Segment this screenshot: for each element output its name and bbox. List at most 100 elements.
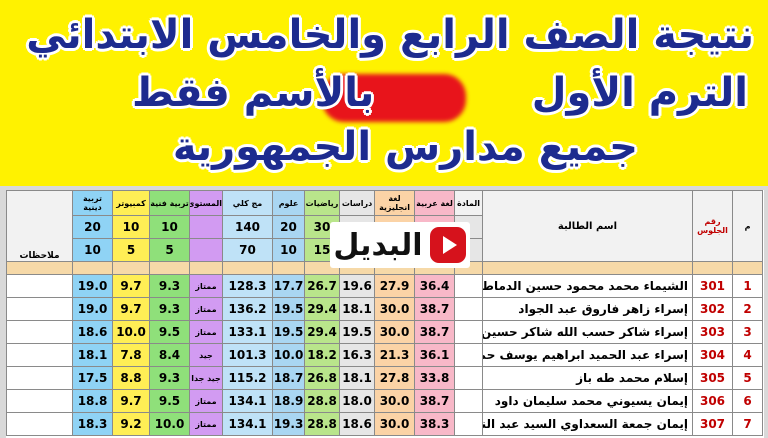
row-index: 4 xyxy=(732,343,763,367)
score-cell: 19.0 xyxy=(72,274,113,298)
banner: نتيجة الصف الرابع والخامس الابتدائي التر… xyxy=(0,0,768,186)
score-cell: 10.0 xyxy=(112,320,150,344)
score-cell: 9.5 xyxy=(149,320,190,344)
score-cell: 18.2 xyxy=(304,343,340,367)
score-cell: 19.5 xyxy=(272,320,305,344)
blank-cell xyxy=(189,261,223,275)
limit-cell: 70 xyxy=(222,238,273,262)
score-cell: 17.5 xyxy=(72,366,113,390)
score-cell: 19.6 xyxy=(339,274,375,298)
score-cell: 38.7 xyxy=(414,297,455,321)
score-cell: 38.7 xyxy=(414,389,455,413)
score-cell: 9.5 xyxy=(149,389,190,413)
score-cell: 133.1 xyxy=(222,320,273,344)
header-row: م رقم الجلوس اسم الطالبة المادة لغة عربية لغة… xyxy=(6,190,763,262)
seat-number: 307 xyxy=(692,412,733,436)
score-cell: 115.2 xyxy=(222,366,273,390)
blank-cell xyxy=(454,297,483,321)
score-cell: 136.2 xyxy=(222,297,273,321)
student-name: إسراء عبد الحميد ابراهيم يوسف حموده xyxy=(482,343,693,367)
blank-cell xyxy=(454,274,483,298)
score-cell: 10.0 xyxy=(272,343,305,367)
score-cell: 18.6 xyxy=(72,320,113,344)
score-cell: 18.9 xyxy=(272,389,305,413)
score-cell: 10.0 xyxy=(149,412,190,436)
blank-cell xyxy=(72,261,113,275)
student-row: 6 306 إيمان يسيوني محمد سليمان داود 38.7 30.… xyxy=(6,389,763,413)
column-header: تربية فنية xyxy=(149,190,190,216)
blank-cell xyxy=(482,261,693,275)
notes-cell xyxy=(6,297,73,321)
seat-number: 303 xyxy=(692,320,733,344)
notes-cell xyxy=(6,320,73,344)
blank-cell xyxy=(692,261,733,275)
limit-cell: 20 xyxy=(272,215,305,239)
score-cell: 19.0 xyxy=(72,297,113,321)
notes-cell xyxy=(6,343,73,367)
score-cell: 30.0 xyxy=(374,320,415,344)
score-cell: 29.4 xyxy=(304,297,340,321)
limit-cell: 10 xyxy=(272,238,305,262)
student-row: 7 307 إيمان جمعة السعداوي السيد عبد النبي 3… xyxy=(6,412,763,436)
column-header: اسم الطالبة xyxy=(482,190,693,262)
row-index: 6 xyxy=(732,389,763,413)
student-row: 5 305 إسلام محمد طه باز 33.8 27.8 18.1 26.8 18.… xyxy=(6,366,763,390)
logo: البديل xyxy=(330,222,470,268)
score-cell: 28.8 xyxy=(304,389,340,413)
student-name: إيمان يسيوني محمد سليمان داود xyxy=(482,389,693,413)
score-cell: 18.1 xyxy=(339,297,375,321)
score-cell: 26.8 xyxy=(304,366,340,390)
blank-cell xyxy=(454,343,483,367)
seat-number: 305 xyxy=(692,366,733,390)
score-cell: جيد جدا xyxy=(189,366,223,390)
score-cell: 101.3 xyxy=(222,343,273,367)
seat-number: 302 xyxy=(692,297,733,321)
score-cell: 18.0 xyxy=(339,389,375,413)
column-header: كمبيوتر xyxy=(112,190,150,216)
column-header: رياضيات xyxy=(304,190,340,216)
score-cell: 9.3 xyxy=(149,366,190,390)
limit-cell: 10 xyxy=(112,215,150,239)
score-cell: 128.3 xyxy=(222,274,273,298)
limit-cell: 140 xyxy=(222,215,273,239)
row-index: 3 xyxy=(732,320,763,344)
student-name: إيمان جمعة السعداوي السيد عبد النبي xyxy=(482,412,693,436)
student-name: إسراء شاكر حسب الله شاكر حسين اللواتي xyxy=(482,320,693,344)
blank-cell xyxy=(149,261,190,275)
column-header: مج كلي xyxy=(222,190,273,216)
separator-row xyxy=(6,261,763,275)
blank-cell xyxy=(6,261,73,275)
score-cell: 18.6 xyxy=(339,412,375,436)
column-header: لغة عربية xyxy=(414,190,455,216)
student-row: 2 302 إسراء زاهر فاروق عبد الجواد 38.7 30.0 1… xyxy=(6,297,763,321)
score-cell: ممتاز xyxy=(189,297,223,321)
row-index: 2 xyxy=(732,297,763,321)
blank-cell xyxy=(272,261,305,275)
limit-cell: 10 xyxy=(72,238,113,262)
score-cell: 19.5 xyxy=(339,320,375,344)
score-cell: 7.8 xyxy=(112,343,150,367)
score-cell: جيد xyxy=(189,343,223,367)
blank-cell xyxy=(454,389,483,413)
score-cell: 9.3 xyxy=(149,297,190,321)
student-name: إسلام محمد طه باز xyxy=(482,366,693,390)
score-cell: 36.1 xyxy=(414,343,455,367)
score-cell: 8.8 xyxy=(112,366,150,390)
limit-cell: 5 xyxy=(112,238,150,262)
blank-cell xyxy=(454,320,483,344)
column-header: دراسات xyxy=(339,190,375,216)
title-line: نتيجة الصف الرابع والخامس الابتدائي xyxy=(26,12,754,58)
student-name: الشيماء محمد محمود حسين الدماطي xyxy=(482,274,693,298)
score-cell: 28.8 xyxy=(304,412,340,436)
score-cell: 33.8 xyxy=(414,366,455,390)
row-index: 7 xyxy=(732,412,763,436)
score-cell: 27.9 xyxy=(374,274,415,298)
score-cell: 30.0 xyxy=(374,389,415,413)
seat-number: 306 xyxy=(692,389,733,413)
limit-cell: 10 xyxy=(149,215,190,239)
score-cell: 21.3 xyxy=(374,343,415,367)
seat-number: 301 xyxy=(692,274,733,298)
redaction xyxy=(322,74,466,122)
